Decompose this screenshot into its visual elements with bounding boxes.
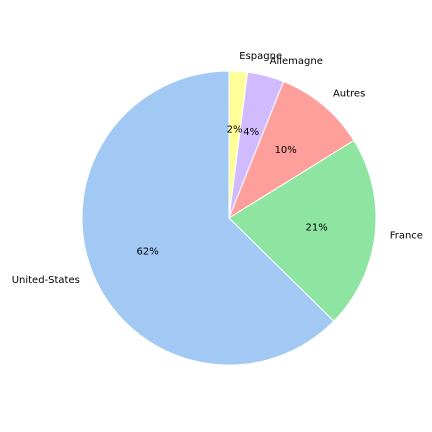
pie-slice-autres (227, 80, 355, 220)
pie-slices (81, 70, 377, 366)
category-label-autres: Autres (333, 89, 365, 100)
category-label-united-states: United-States (12, 275, 80, 286)
category-label-allemagne: Allemagne (270, 56, 323, 67)
pct-label-espagne: 2% (227, 124, 243, 135)
pct-label-allemagne: 4% (243, 127, 259, 138)
pct-label-france: 21% (306, 222, 328, 233)
pie-slice-france (228, 139, 377, 322)
category-label-espagne: Espagne (239, 51, 282, 62)
category-label-france: France (390, 230, 423, 241)
pie-labels: 2% Espagne 4% Allemagne 10% Autres 21% France 62… (12, 51, 423, 286)
pct-label-autres: 10% (275, 145, 297, 156)
pct-label-united-states: 62% (137, 247, 159, 258)
pie-slice-united-states (81, 70, 335, 366)
